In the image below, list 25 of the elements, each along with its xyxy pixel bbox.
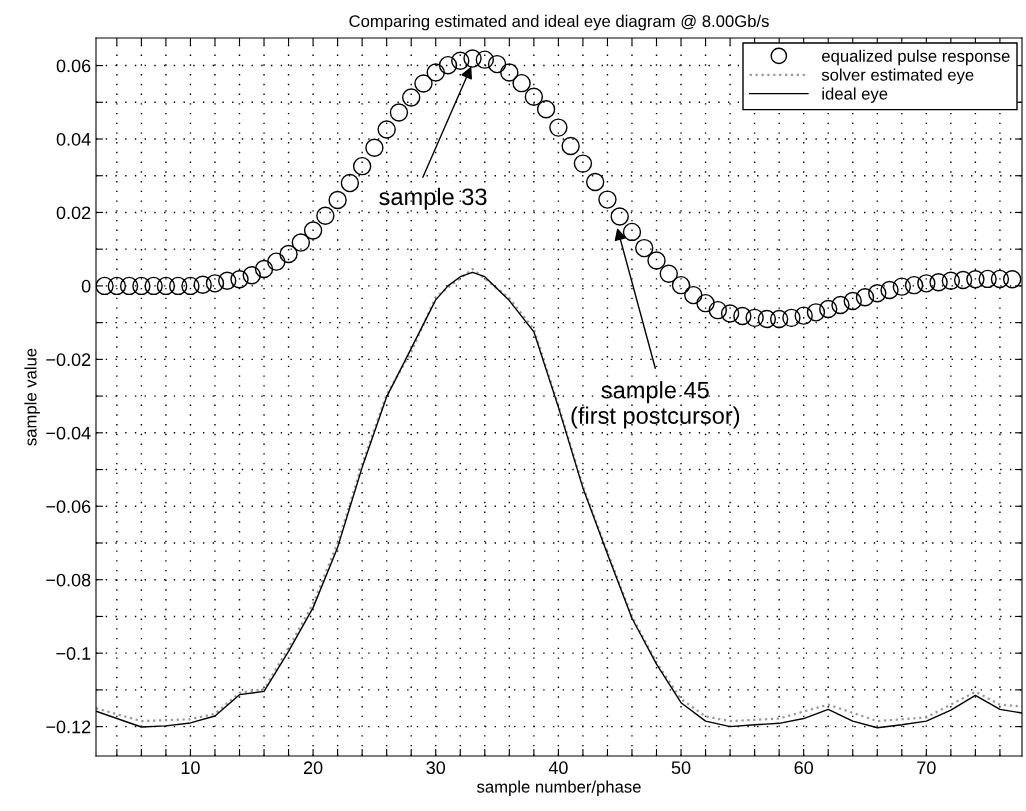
x-tick-label: 60 (794, 761, 814, 775)
y-tick-label: −0.08 (46, 573, 91, 587)
x-axis-title: sample number/phase (477, 780, 641, 797)
x-tick-label: 50 (671, 761, 691, 775)
y-tick-label: −0.02 (46, 353, 91, 367)
x-tick-label: 70 (917, 761, 936, 775)
y-tick-label: −0.06 (46, 500, 91, 513)
y-tick-label: −0.04 (46, 426, 91, 440)
legend-label: equalized pulse response (822, 49, 1010, 66)
annotation: sample 45 (first postcursor) (571, 381, 740, 429)
y-axis-title: sample value (24, 348, 40, 446)
x-tick-label: 20 (303, 761, 323, 775)
y-tick-label: −0.12 (46, 720, 91, 734)
legend-label: ideal eye (822, 87, 888, 103)
chart-title: Comparing estimated and ideal eye diagram @ 8.00Gb/s (349, 14, 769, 31)
x-tick-label: 10 (181, 761, 200, 775)
y-tick-label: 0.06 (56, 59, 91, 73)
y-tick-label: 0.02 (56, 206, 91, 220)
x-tick-label: 30 (426, 761, 446, 775)
annotation: sample 33 (379, 187, 487, 210)
y-tick-label: 0.04 (56, 132, 91, 146)
y-tick-label: 0 (81, 279, 91, 293)
y-tick-label: −0.1 (56, 647, 91, 660)
x-tick-label: 40 (548, 761, 568, 775)
legend-label: solver estimated eye (821, 68, 974, 85)
